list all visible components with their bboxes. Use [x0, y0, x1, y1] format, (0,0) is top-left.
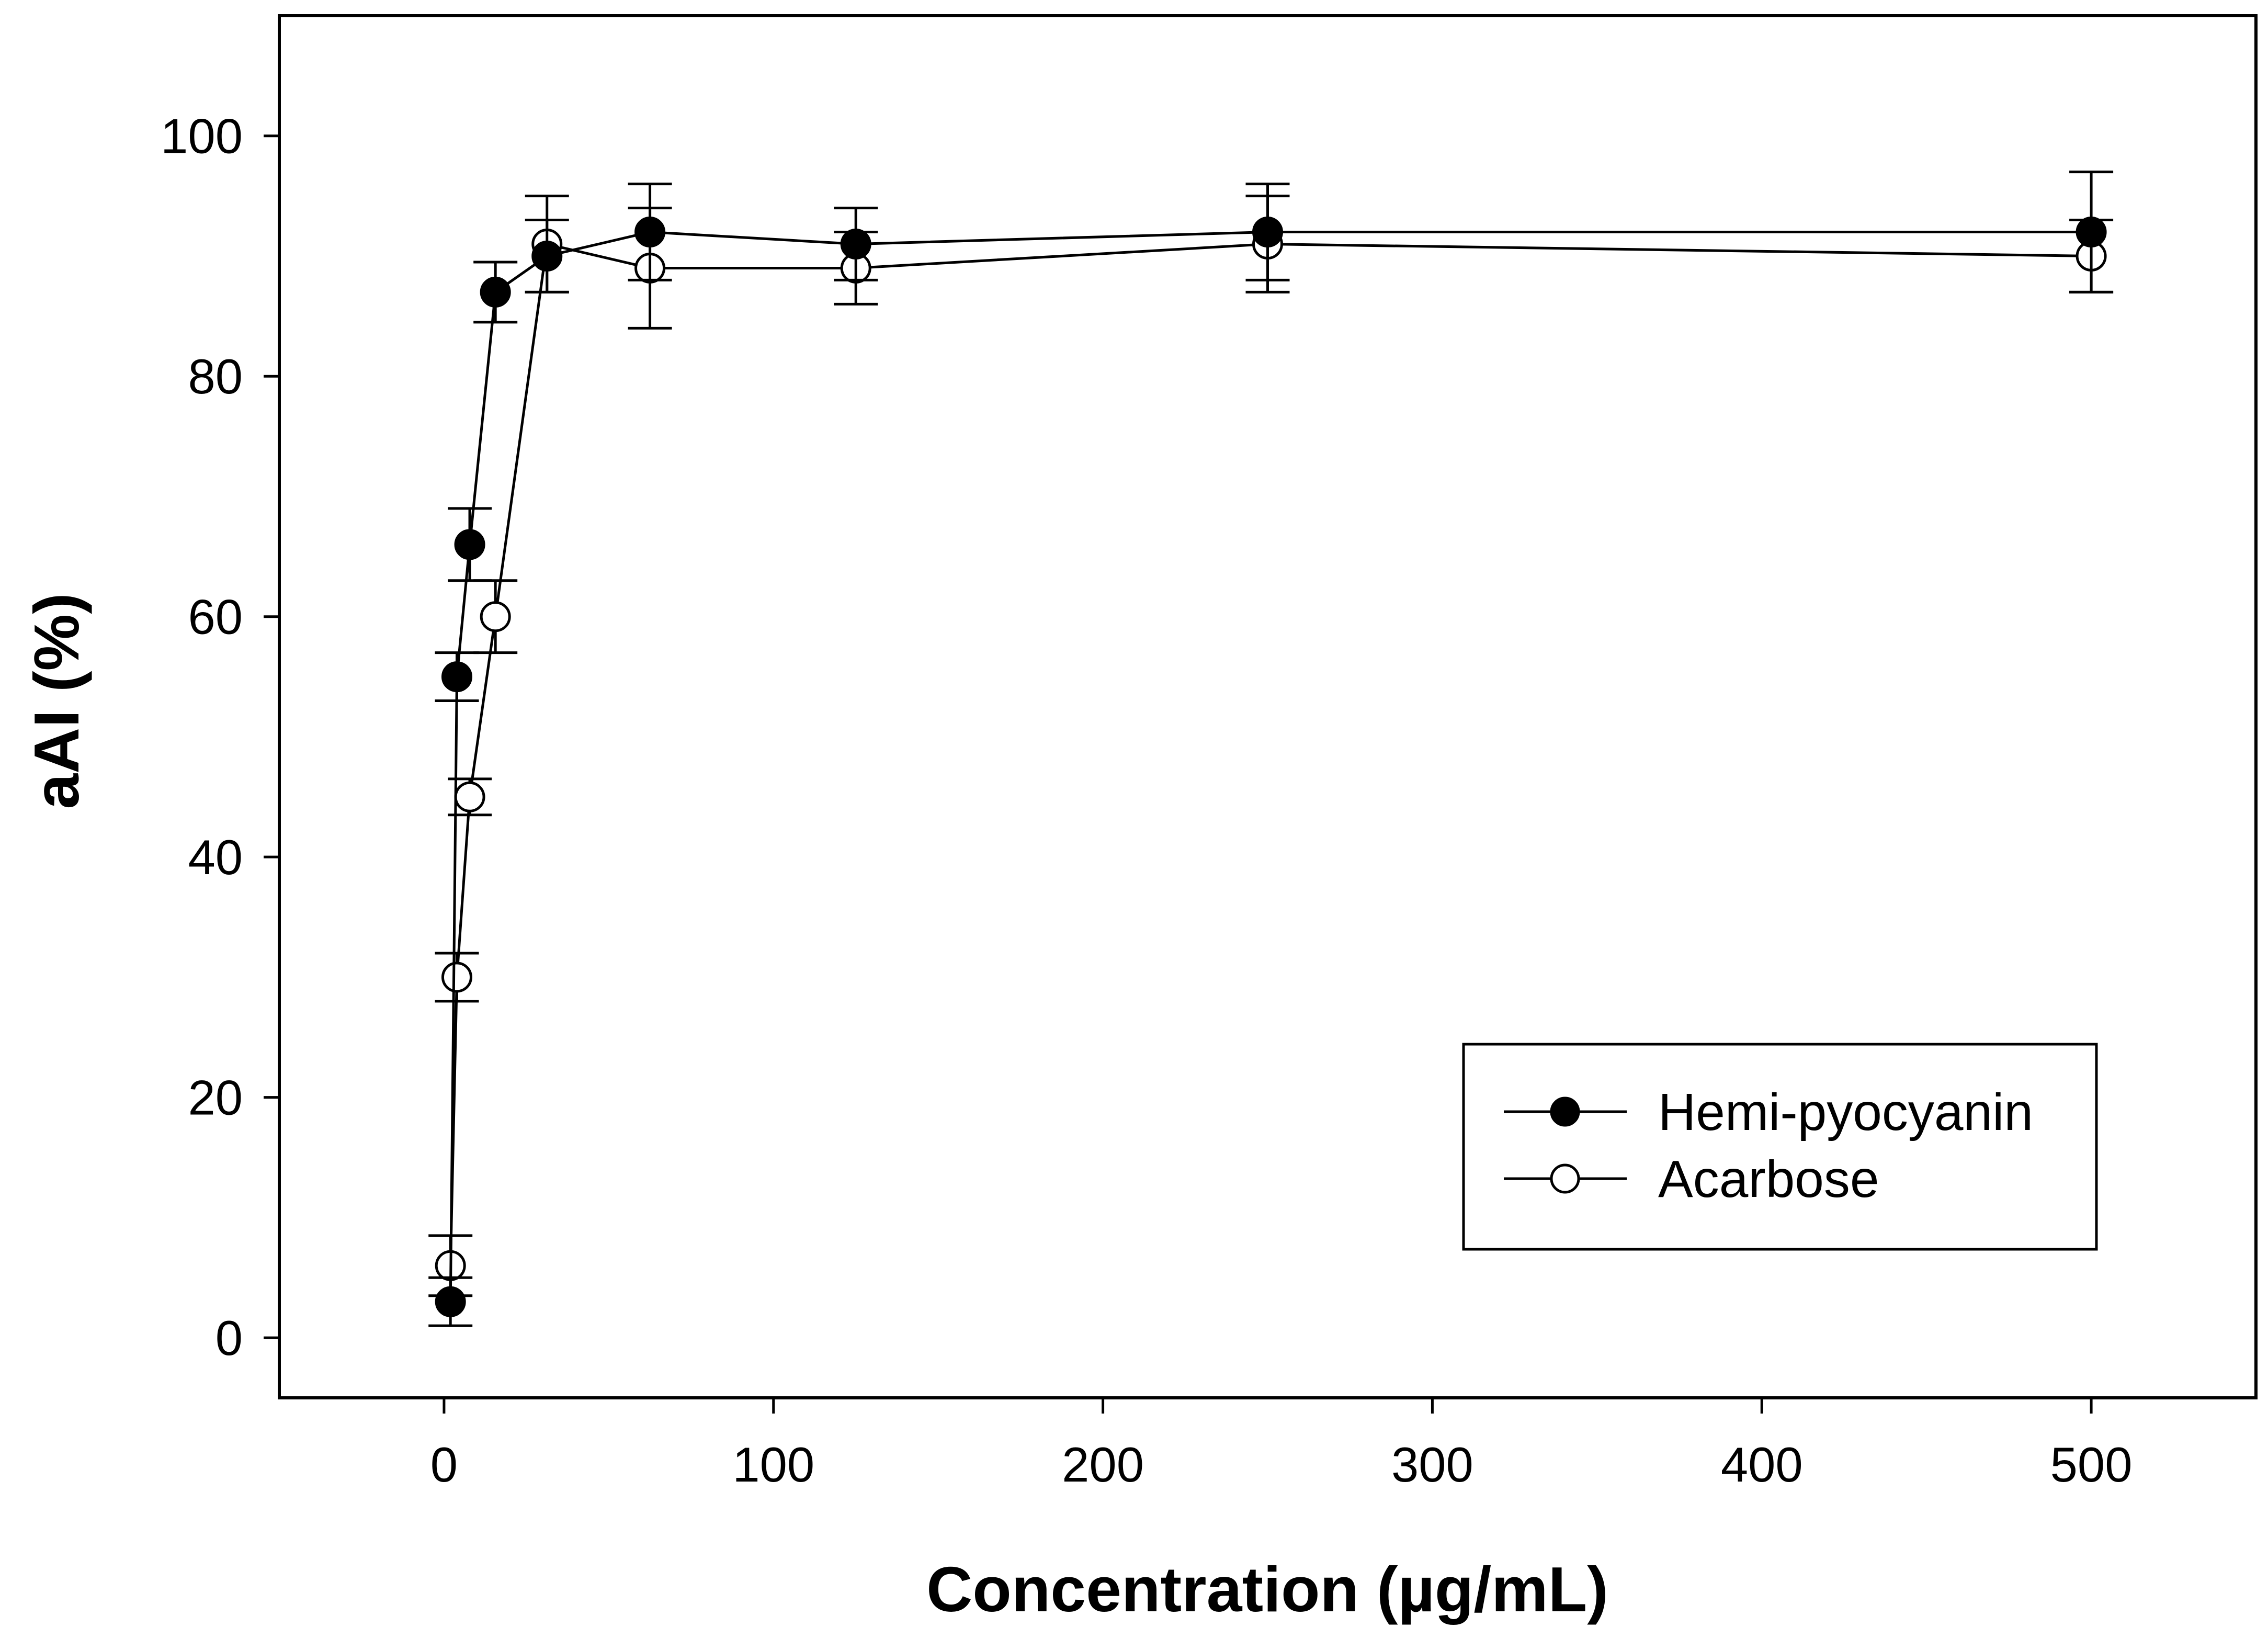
data-point-acarbose [441, 962, 472, 993]
legend-marker-acarbose [1550, 1163, 1580, 1194]
axes-group: 0 100 200 300 400 500 0 20 40 60 80 100 [161, 109, 2132, 1492]
y-tick-label: 0 [216, 1310, 243, 1365]
y-axis-title: aAI (%) [21, 593, 92, 809]
series-group [428, 171, 2114, 1327]
legend-label-hemi-pyocyanin: Hemi-pyocyanin [1658, 1083, 2033, 1142]
x-tick-label: 200 [1062, 1437, 1144, 1492]
y-tick-label: 60 [188, 590, 243, 645]
data-point-hemi-pyocyanin [2076, 217, 2107, 248]
data-point-acarbose [480, 601, 511, 632]
y-tick-label: 100 [161, 109, 243, 164]
data-point-hemi-pyocyanin [1252, 217, 1283, 248]
data-point-hemi-pyocyanin [441, 661, 472, 693]
y-tick-label: 80 [188, 349, 243, 404]
series-hemi-pyocyanin [428, 171, 2114, 1327]
y-tick-label: 40 [188, 830, 243, 885]
legend-label-acarbose: Acarbose [1658, 1150, 1879, 1208]
plot-frame [278, 14, 2258, 1399]
data-point-hemi-pyocyanin [531, 240, 563, 272]
data-point-hemi-pyocyanin [435, 1286, 466, 1317]
legend-marker-hemi-pyocyanin [1550, 1097, 1580, 1127]
legend-box [1462, 1043, 2098, 1251]
x-tick-label: 0 [430, 1437, 458, 1492]
x-tick-label: 300 [1391, 1437, 1473, 1492]
data-point-acarbose [454, 781, 485, 812]
x-tick-label: 400 [1721, 1437, 1803, 1492]
x-tick-label: 500 [2050, 1437, 2133, 1492]
data-point-hemi-pyocyanin [480, 276, 511, 308]
x-axis-title: Concentration (µg/mL) [926, 1554, 1608, 1625]
data-point-hemi-pyocyanin [634, 217, 666, 248]
y-tick-label: 20 [188, 1070, 243, 1125]
legend: Hemi-pyocyanin Acarbose [1462, 1043, 2098, 1251]
data-point-hemi-pyocyanin [840, 229, 871, 260]
x-tick-label: 100 [732, 1437, 814, 1492]
data-point-hemi-pyocyanin [454, 529, 485, 560]
